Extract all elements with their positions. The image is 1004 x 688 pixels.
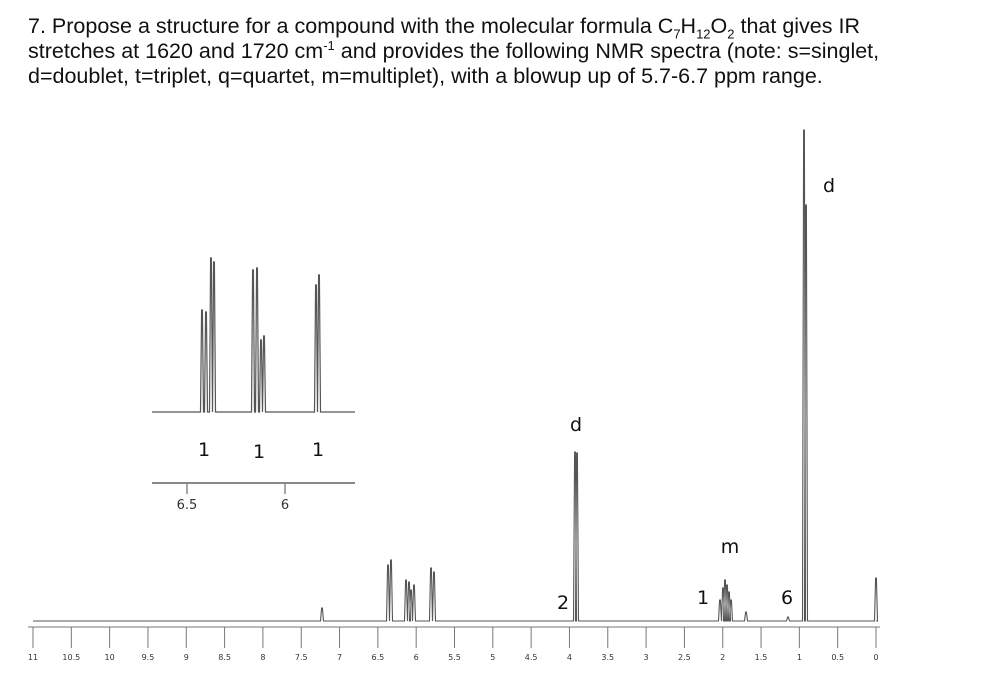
inset-tick-label: 6.5 <box>177 498 198 513</box>
q-text: 7. Propose a structure for a compound wi… <box>28 14 674 38</box>
axis-tick-label: 8.5 <box>218 653 231 662</box>
q-sub: 12 <box>696 26 711 42</box>
axis-tick-label: 5.5 <box>448 653 461 662</box>
peak-label: d <box>823 175 835 197</box>
axis-tick-label: 11 <box>28 653 38 662</box>
inset-tick-label: 6 <box>281 498 289 513</box>
inset-trace <box>152 257 355 413</box>
inset-integral: 1 <box>253 441 265 463</box>
axis-tick-label: 9 <box>184 653 189 662</box>
q-sub: 7 <box>673 26 681 42</box>
axis-tick-label: 0 <box>873 653 878 662</box>
q-text: and provides the following NMR spectra (… <box>334 39 880 63</box>
question: 7. Propose a structure for a compound wi… <box>28 14 998 89</box>
axis-tick-label: 9.5 <box>142 653 155 662</box>
axis-tick-label: 1 <box>797 653 802 662</box>
spectrum-drawing: 11 10.5 10 9.5 9 8.5 8 7.5 7 6.5 6 5.5 5 4.5 4 3.5 3 2.5 2… <box>28 129 880 662</box>
axis-tick-label: 3.5 <box>601 653 614 662</box>
axis-tick-label: 2.5 <box>678 653 691 662</box>
axis-tick-label: 7 <box>337 653 342 662</box>
axis-tick-label: 8 <box>260 653 265 662</box>
axis-tick-label: 6.5 <box>371 653 384 662</box>
q-sub: 2 <box>727 26 735 42</box>
axis-tick-label: 4 <box>567 653 572 662</box>
q-text: d=doublet, t=triplet, q=quartet, m=multi… <box>28 64 823 88</box>
axis-tick-label: 5 <box>490 653 495 662</box>
q-text: that gives IR <box>734 14 860 38</box>
peak-label: 2 <box>557 592 569 614</box>
axis-tick-label: 1.5 <box>755 653 768 662</box>
peak-label: d <box>570 414 582 436</box>
axis-tick-label: 2 <box>720 653 725 662</box>
q-text: H <box>680 14 697 38</box>
peak-label: m <box>721 536 740 558</box>
q-text: stretches at 1620 and 1720 cm <box>28 39 324 63</box>
axis-tick-label: 7.5 <box>295 653 308 662</box>
peak-label: 1 <box>697 587 709 609</box>
q-sup: -1 <box>323 37 335 53</box>
axis-tick-label: 10.5 <box>62 653 80 662</box>
inset-integral: 1 <box>198 439 210 461</box>
axis-tick-label: 6 <box>414 653 419 662</box>
axis-tick-label: 10 <box>105 653 115 662</box>
peak-label: 6 <box>781 587 793 609</box>
inset-integral: 1 <box>312 439 324 461</box>
axis-tick-label: 4.5 <box>525 653 538 662</box>
q-text: O <box>710 14 728 38</box>
spectrum-trace <box>33 129 879 622</box>
axis-tick-label: 0.5 <box>831 653 844 662</box>
axis-tick-label: 3 <box>644 653 649 662</box>
